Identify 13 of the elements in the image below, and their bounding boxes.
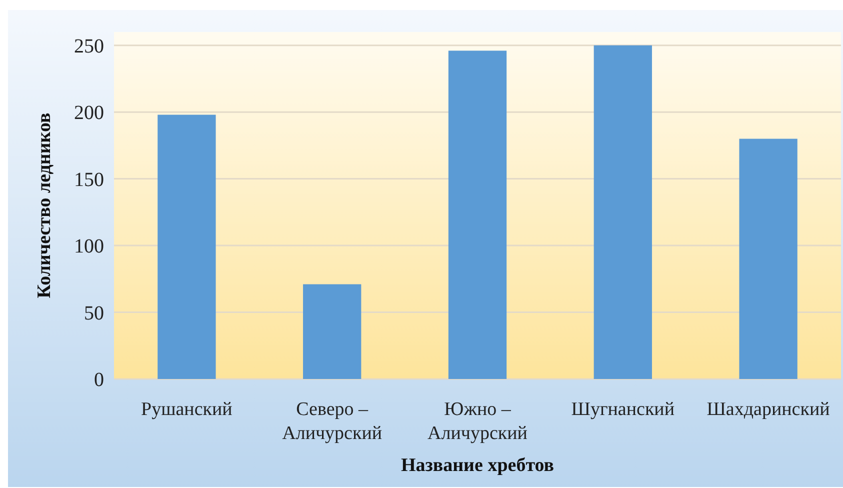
x-tick-label: Северо – Аличурский — [282, 399, 382, 444]
y-tick-label: 200 — [74, 102, 104, 124]
y-tick-label: 250 — [74, 35, 104, 58]
y-axis-title: Количество ледников — [34, 112, 55, 298]
x-tick-label: Южно – Аличурский — [428, 399, 528, 444]
x-axis-title: Название хребтов — [400, 455, 554, 476]
y-tick-label: 100 — [74, 236, 104, 258]
x-tick-label: Шахдаринский — [706, 399, 830, 420]
y-tick-label: 50 — [84, 302, 104, 324]
x-tick-label: Рушанский — [141, 399, 232, 420]
x-tick-label: Шугнанский — [571, 399, 675, 420]
y-tick-label: 0 — [94, 369, 104, 391]
y-tick-label: 150 — [74, 168, 104, 191]
